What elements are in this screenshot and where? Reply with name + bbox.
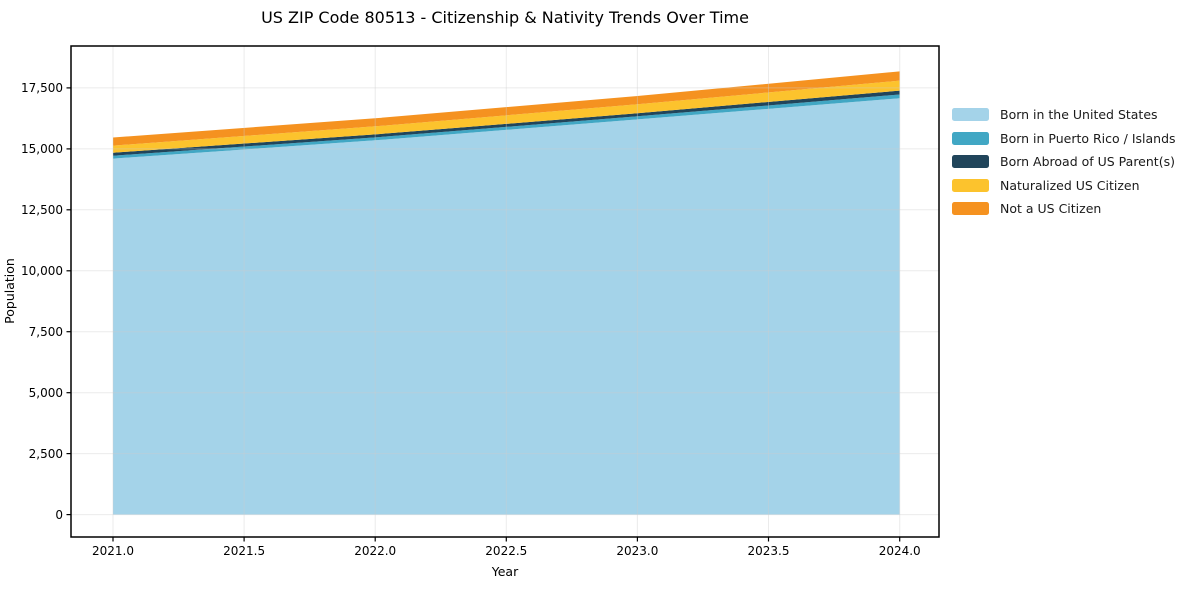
legend-label: Not a US Citizen (1000, 201, 1102, 216)
axis-ticks (66, 87, 901, 542)
legend-swatch (952, 178, 989, 192)
legend: Born in the United States Born in Puerto … (952, 108, 1176, 226)
legend-item: Born in the United States (952, 108, 1176, 121)
x-tick-label: 2021.0 (92, 544, 134, 558)
x-tick-label: 2023.5 (748, 544, 790, 558)
legend-item: Naturalized US Citizen (952, 177, 1176, 193)
area-series-3 (113, 80, 900, 153)
legend-label: Born in the United States (1000, 107, 1158, 122)
legend-item: Not a US Citizen (952, 202, 1176, 215)
area-series-1 (113, 94, 900, 159)
x-tick-label: 2022.5 (485, 544, 527, 558)
legend-swatch (952, 202, 989, 215)
y-tick-label: 5,000 (29, 386, 63, 400)
axes-spines (70, 45, 940, 538)
y-tick-label: 7,500 (29, 325, 63, 339)
y-tick-label: 2,500 (29, 447, 63, 461)
tick-labels: 2021.0 2021.5 2022.0 2022.5 2023.0 2023.5 2024… (21, 81, 921, 558)
legend-swatch (952, 131, 989, 145)
legend-swatch (952, 155, 989, 168)
legend-swatch (952, 108, 989, 121)
legend-item: Born Abroad of US Parent(s) (952, 155, 1176, 168)
stacked-areas (113, 71, 900, 515)
x-tick-label: 2022.0 (354, 544, 396, 558)
x-tick-label: 2024.0 (879, 544, 921, 558)
y-tick-label: 10,000 (21, 264, 63, 278)
area-series-2 (113, 90, 900, 156)
plot-border (70, 45, 940, 538)
x-tick-label: 2023.0 (616, 544, 658, 558)
y-tick-label: 17,500 (21, 81, 63, 95)
y-axis-label: Population (2, 258, 17, 324)
legend-label: Naturalized US Citizen (1000, 177, 1140, 193)
y-tick-label: 0 (55, 508, 63, 522)
grid-lines (71, 46, 939, 537)
y-tick-label: 15,000 (21, 142, 63, 156)
area-series-0 (113, 98, 900, 515)
area-series-4 (113, 71, 900, 146)
chart-title: US ZIP Code 80513 - Citizenship & Nativi… (261, 8, 749, 27)
y-tick-label: 12,500 (21, 203, 63, 217)
x-tick-label: 2021.5 (223, 544, 265, 558)
x-axis-label: Year (491, 564, 519, 579)
legend-item: Born in Puerto Rico / Islands (952, 130, 1176, 146)
legend-label: Born Abroad of US Parent(s) (1000, 154, 1175, 169)
legend-label: Born in Puerto Rico / Islands (1000, 130, 1176, 146)
